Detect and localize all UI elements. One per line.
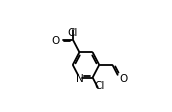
Text: N: N [76,73,83,83]
Text: Cl: Cl [68,28,78,38]
Text: O: O [51,35,60,45]
Text: Cl: Cl [94,81,104,90]
Text: O: O [119,73,127,83]
